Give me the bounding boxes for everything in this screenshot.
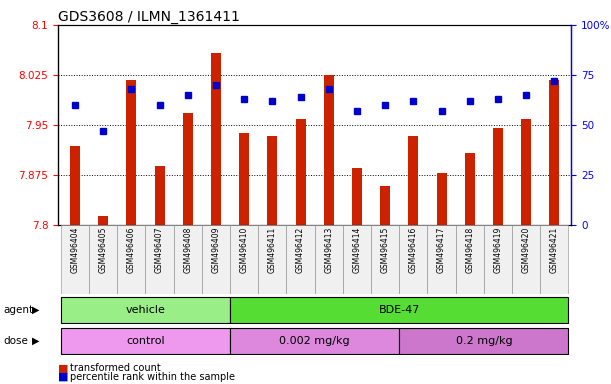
Text: GSM496416: GSM496416 <box>409 227 418 273</box>
Bar <box>315 225 343 294</box>
Text: GSM496413: GSM496413 <box>324 227 333 273</box>
Bar <box>230 297 568 323</box>
Text: dose: dose <box>3 336 28 346</box>
Bar <box>296 119 306 225</box>
Text: GSM496410: GSM496410 <box>240 227 249 273</box>
Bar <box>521 119 531 225</box>
Bar <box>549 79 559 225</box>
Bar <box>126 79 136 225</box>
Text: transformed count: transformed count <box>70 363 161 373</box>
Text: GSM496418: GSM496418 <box>465 227 474 273</box>
Bar <box>456 225 484 294</box>
Bar <box>70 146 80 225</box>
Text: GSM496417: GSM496417 <box>437 227 446 273</box>
Text: GSM496415: GSM496415 <box>381 227 390 273</box>
Text: percentile rank within the sample: percentile rank within the sample <box>70 372 235 382</box>
Text: BDE-47: BDE-47 <box>379 305 420 315</box>
Text: GSM496412: GSM496412 <box>296 227 305 273</box>
Bar <box>258 225 287 294</box>
Bar <box>268 136 277 225</box>
Bar <box>174 225 202 294</box>
Bar <box>89 225 117 294</box>
Text: ▶: ▶ <box>32 305 39 315</box>
Text: GSM496420: GSM496420 <box>522 227 531 273</box>
Text: ■: ■ <box>58 372 68 382</box>
Bar <box>61 297 230 323</box>
Bar <box>230 328 399 354</box>
Bar <box>155 166 164 225</box>
Text: 0.2 mg/kg: 0.2 mg/kg <box>456 336 512 346</box>
Bar <box>117 225 145 294</box>
Bar <box>324 75 334 225</box>
Text: ▶: ▶ <box>32 336 39 346</box>
Bar <box>61 225 89 294</box>
Text: GSM496406: GSM496406 <box>127 227 136 273</box>
Bar <box>202 225 230 294</box>
Text: GSM496411: GSM496411 <box>268 227 277 273</box>
Text: GSM496405: GSM496405 <box>98 227 108 273</box>
Bar <box>145 225 174 294</box>
Bar <box>240 133 249 225</box>
Bar <box>380 186 390 225</box>
Bar <box>371 225 399 294</box>
Text: GSM496409: GSM496409 <box>211 227 221 273</box>
Bar <box>512 225 540 294</box>
Text: agent: agent <box>3 305 33 315</box>
Text: GDS3608 / ILMN_1361411: GDS3608 / ILMN_1361411 <box>58 10 240 24</box>
Bar <box>437 173 447 225</box>
Bar <box>98 216 108 225</box>
Bar <box>287 225 315 294</box>
Bar <box>408 136 419 225</box>
Bar <box>343 225 371 294</box>
Bar <box>540 225 568 294</box>
Text: vehicle: vehicle <box>125 305 166 315</box>
Bar <box>230 225 258 294</box>
Bar <box>61 328 230 354</box>
Text: control: control <box>126 336 165 346</box>
Bar <box>211 53 221 225</box>
Bar <box>352 168 362 225</box>
Text: GSM496408: GSM496408 <box>183 227 192 273</box>
Bar <box>484 225 512 294</box>
Text: ■: ■ <box>58 363 68 373</box>
Text: 0.002 mg/kg: 0.002 mg/kg <box>279 336 350 346</box>
Text: GSM496407: GSM496407 <box>155 227 164 273</box>
Bar <box>465 153 475 225</box>
Bar <box>399 328 568 354</box>
Text: GSM496419: GSM496419 <box>494 227 502 273</box>
Bar <box>183 113 192 225</box>
Bar <box>399 225 428 294</box>
Bar <box>428 225 456 294</box>
Text: GSM496404: GSM496404 <box>70 227 79 273</box>
Text: GSM496421: GSM496421 <box>550 227 559 273</box>
Text: GSM496414: GSM496414 <box>353 227 362 273</box>
Bar <box>493 128 503 225</box>
